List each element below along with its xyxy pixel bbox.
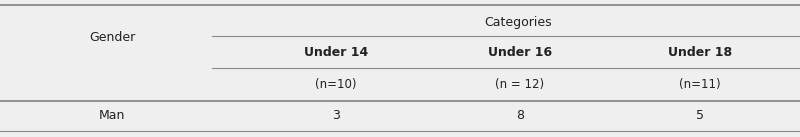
Text: Gender: Gender [89,31,135,44]
Text: Under 18: Under 18 [668,46,732,59]
Text: (n = 12): (n = 12) [495,78,545,91]
Text: (n=10): (n=10) [315,78,357,91]
Text: (n=11): (n=11) [679,78,721,91]
Text: 3: 3 [332,109,340,122]
Text: Under 16: Under 16 [488,46,552,59]
Text: Categories: Categories [484,16,552,29]
Text: 5: 5 [696,109,704,122]
Text: Under 14: Under 14 [304,46,368,59]
Text: Man: Man [99,109,125,122]
Text: 8: 8 [516,109,524,122]
